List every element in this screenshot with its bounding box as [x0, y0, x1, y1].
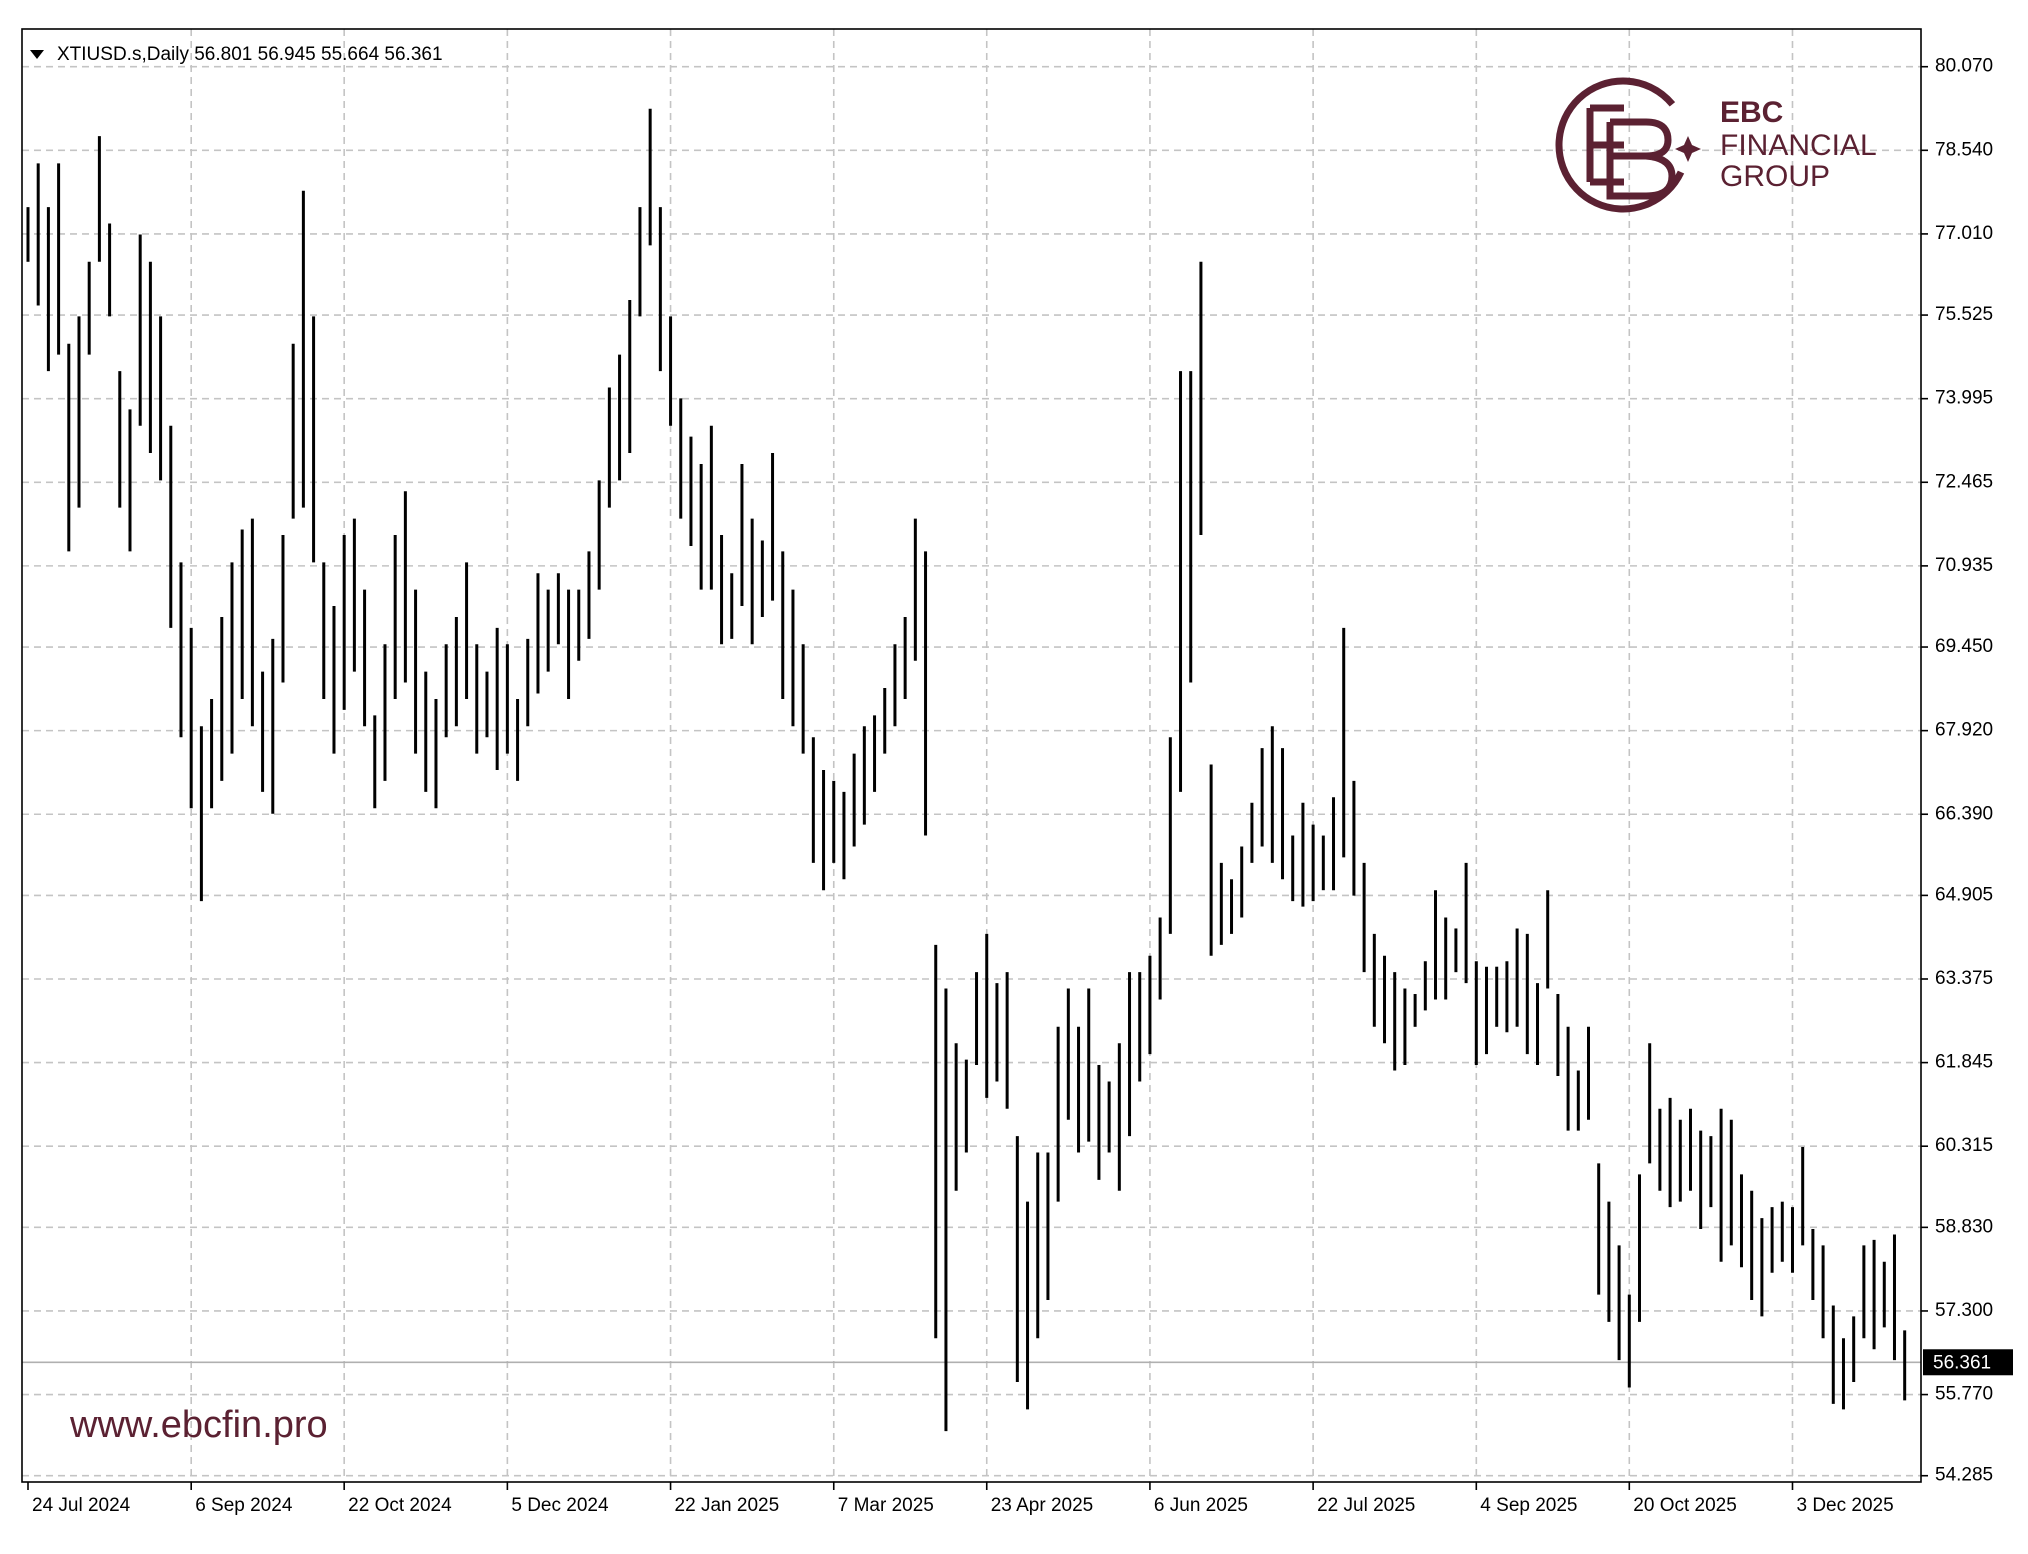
plot-frame	[21, 28, 1922, 1483]
last-price-label: 56.361	[1933, 1352, 1991, 1373]
logo-star	[1675, 136, 1701, 162]
website: www.ebcfin.pro	[69, 1404, 328, 1446]
brand-logo: EBC FINANCIAL GROUP	[1555, 77, 1877, 213]
y-tick-label: 58.830	[1935, 1216, 1993, 1237]
y-tick-label: 61.845	[1935, 1052, 1993, 1073]
x-tick-label: 7 Mar 2025	[838, 1495, 934, 1516]
x-tick-label: 6 Jun 2025	[1154, 1495, 1248, 1516]
y-tick-label: 70.935	[1935, 555, 1993, 576]
x-tick-label: 22 Jul 2025	[1317, 1495, 1415, 1516]
x-tick-label: 6 Sep 2024	[195, 1495, 293, 1516]
axes: 80.070 78.540 77.010 75.525 73.995 72.465 70.9…	[22, 29, 1993, 1516]
y-tick-label: 73.995	[1935, 388, 1993, 409]
y-tick-label: 60.315	[1935, 1135, 1993, 1156]
x-tick-label: 22 Oct 2024	[348, 1495, 452, 1516]
bars	[26, 108, 1907, 1432]
x-tick-label: 4 Sep 2025	[1480, 1495, 1577, 1516]
x-tick-label: 22 Jan 2025	[675, 1495, 780, 1516]
y-tick-label: 54.285	[1935, 1465, 1993, 1486]
y-tick-label: 57.300	[1935, 1300, 1993, 1321]
y-tick-label: 55.770	[1935, 1384, 1993, 1405]
x-tick-label: 23 Apr 2025	[991, 1495, 1093, 1516]
x-tick-label: 24 Jul 2024	[32, 1495, 131, 1516]
x-tick-label: 20 Oct 2025	[1633, 1495, 1737, 1516]
brand-name: EBC	[1720, 96, 1783, 129]
y-tick-label: 78.540	[1935, 139, 1993, 160]
y-tick-label: 69.450	[1935, 636, 1993, 657]
last-price-box	[1923, 1349, 2013, 1376]
y-tick-label: 66.390	[1935, 803, 1993, 824]
brand-line: FINANCIAL	[1720, 129, 1877, 162]
x-tick-label: 3 Dec 2025	[1796, 1495, 1893, 1516]
x-tick-label: 5 Dec 2024	[511, 1495, 609, 1516]
y-tick-label: 67.920	[1935, 720, 1993, 741]
y-tick-label: 80.070	[1935, 56, 1993, 77]
y-tick-label: 63.375	[1935, 968, 1993, 989]
menu-triangle	[30, 50, 44, 59]
y-tick-label: 75.525	[1935, 304, 1993, 325]
logo-ring	[1555, 77, 1691, 213]
brand-line: GROUP	[1720, 160, 1830, 193]
y-tick-label: 72.465	[1935, 471, 1993, 492]
chart-title: XTIUSD.s,Daily 56.801 56.945 55.664 56.3…	[57, 44, 443, 65]
logo-monogram	[1586, 104, 1676, 200]
y-tick-label: 77.010	[1935, 223, 1993, 244]
y-tick-label: 64.905	[1935, 884, 1993, 905]
